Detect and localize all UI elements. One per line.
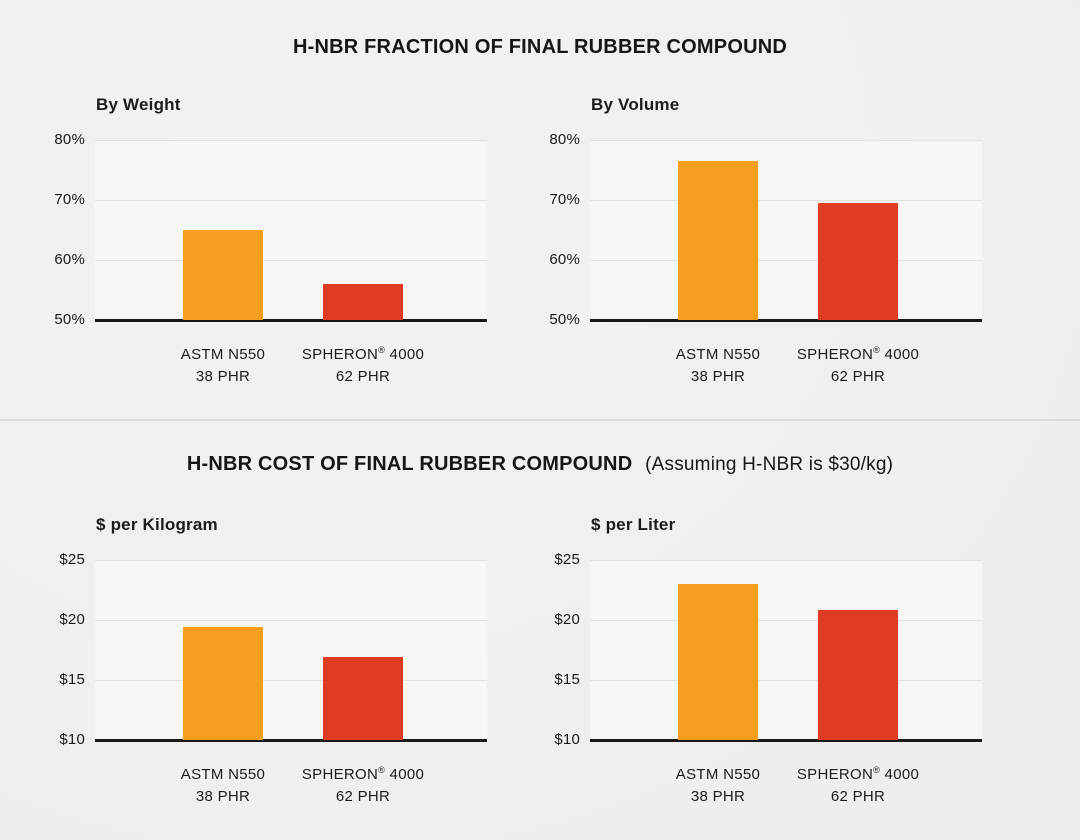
category-label-line: ASTM N550 (675, 346, 761, 363)
category-label-line: SPHERON® 4000 (301, 765, 425, 784)
category-label-line: 38 PHR (195, 788, 251, 805)
section-divider (0, 419, 1080, 421)
category-label: SPHERON® 4000 62 PHR (768, 764, 948, 808)
y-tick-label: $15 (59, 671, 85, 688)
y-tick-label: $10 (59, 731, 85, 748)
y-tick-label: $25 (554, 551, 580, 568)
y-tick-label: 50% (54, 311, 85, 328)
category-label: ASTM N550 38 PHR (628, 764, 808, 808)
category-label-line: 62 PHR (830, 368, 886, 385)
x-axis-baseline (590, 739, 982, 742)
y-tick-label: 60% (54, 251, 85, 268)
category-label-line: 38 PHR (690, 788, 746, 805)
category-label-line: ASTM N550 (675, 766, 761, 783)
gridline (590, 680, 982, 681)
category-label-line: 38 PHR (195, 368, 251, 385)
category-label-line: ASTM N550 (180, 766, 266, 783)
category-label-line: SPHERON® 4000 (796, 345, 920, 364)
y-tick-label: 80% (549, 131, 580, 148)
y-tick-label: $20 (554, 611, 580, 628)
category-label: SPHERON® 4000 62 PHR (273, 764, 453, 808)
section-title-fraction: H-NBR FRACTION OF FINAL RUBBER COMPOUND (0, 36, 1080, 59)
x-axis-baseline (590, 319, 982, 322)
chart-subtitle-per-liter: $ per Liter (591, 515, 676, 534)
gridline (590, 200, 982, 201)
section-title-cost-note: (Assuming H-NBR is $30/kg) (645, 454, 894, 475)
bar-spheron-4000 (818, 610, 898, 740)
y-tick-label: 70% (549, 191, 580, 208)
category-label-line: ASTM N550 (180, 346, 266, 363)
x-axis-baseline (95, 739, 487, 742)
section-title-cost-text: H-NBR COST OF FINAL RUBBER COMPOUND (186, 453, 633, 475)
category-label: ASTM N550 38 PHR (628, 344, 808, 388)
chart-subtitle-by-volume: By Volume (591, 95, 680, 114)
category-label-line: 38 PHR (690, 368, 746, 385)
bar-spheron-4000 (323, 284, 403, 320)
section-title-cost: H-NBR COST OF FINAL RUBBER COMPOUND (Ass… (0, 453, 1080, 476)
category-label-line: 62 PHR (335, 368, 391, 385)
chart-per-liter: $25 $20 $15 $10 ASTM N550 38 PHR SPHERON® 4000… (554, 551, 982, 805)
chart-per-kilogram: $25 $20 $15 $10 ASTM N550 38 PHR SPHERON® 4000… (59, 551, 487, 805)
bar-astm-n550 (678, 584, 758, 740)
gridline (590, 260, 982, 261)
y-tick-label: $20 (59, 611, 85, 628)
category-label: SPHERON® 4000 62 PHR (273, 344, 453, 388)
bar-astm-n550 (678, 161, 758, 320)
bar-spheron-4000 (323, 657, 403, 740)
gridline (590, 560, 982, 561)
gridline (95, 140, 487, 141)
bar-spheron-4000 (818, 203, 898, 320)
y-tick-label: $25 (59, 551, 85, 568)
category-label-line: SPHERON® 4000 (796, 765, 920, 784)
y-tick-label: 70% (54, 191, 85, 208)
registered-trademark-symbol: ® (378, 345, 386, 355)
gridline (590, 620, 982, 621)
chart-subtitle-per-kilogram: $ per Kilogram (96, 515, 218, 534)
bar-astm-n550 (183, 627, 263, 740)
category-label-line: 62 PHR (830, 788, 886, 805)
registered-trademark-symbol: ® (873, 345, 881, 355)
chart-by-weight: 80% 70% 60% 50% ASTM N550 38 PHR SPHERON® 4000… (54, 131, 487, 385)
y-tick-label: 50% (549, 311, 580, 328)
y-tick-label: 60% (549, 251, 580, 268)
x-axis-baseline (95, 319, 487, 322)
category-label-line: SPHERON® 4000 (301, 345, 425, 364)
gridline (95, 200, 487, 201)
category-label: SPHERON® 4000 62 PHR (768, 344, 948, 388)
category-label: ASTM N550 38 PHR (133, 764, 313, 808)
gridline (95, 260, 487, 261)
section-title-fraction-text: H-NBR FRACTION OF FINAL RUBBER COMPOUND (292, 36, 788, 58)
chart-subtitle-by-weight: By Weight (96, 95, 181, 114)
y-tick-label: 80% (54, 131, 85, 148)
category-label: ASTM N550 38 PHR (133, 344, 313, 388)
chart-by-volume: 80% 70% 60% 50% ASTM N550 38 PHR SPHERON® 4000… (549, 131, 982, 385)
gridline (95, 680, 487, 681)
registered-trademark-symbol: ® (378, 765, 386, 775)
bar-astm-n550 (183, 230, 263, 320)
gridline (590, 140, 982, 141)
gridline (95, 620, 487, 621)
category-label-line: 62 PHR (335, 788, 391, 805)
gridline (95, 560, 487, 561)
y-tick-label: $15 (554, 671, 580, 688)
y-tick-label: $10 (554, 731, 580, 748)
registered-trademark-symbol: ® (873, 765, 881, 775)
